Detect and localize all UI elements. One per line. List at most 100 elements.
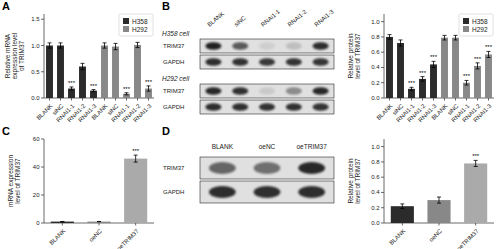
x-tick [400, 98, 401, 101]
bar [452, 38, 459, 98]
band [232, 42, 248, 50]
error-stem [60, 43, 61, 48]
legend-swatch [463, 26, 469, 32]
marks [386, 35, 492, 98]
error-cap [103, 48, 107, 49]
y-label-line: level of TRIM37 [354, 158, 361, 204]
lane-label: RNAi1-3 [313, 8, 335, 28]
y-label: Relative proteinlevel of TRIM37 [347, 33, 361, 79]
x-tick [93, 98, 94, 101]
marks [391, 160, 487, 223]
bar [441, 38, 448, 98]
error-cap [399, 39, 403, 40]
y-tick [381, 82, 384, 83]
error-cap [432, 61, 436, 62]
figure: A0.00.51.01.5Relative mRNAexpression lev… [0, 0, 500, 249]
error-cap [399, 46, 403, 47]
y-tick [381, 223, 384, 224]
y-tick-label: 0.6 [371, 174, 380, 180]
band [205, 103, 221, 111]
y-tick [41, 195, 44, 196]
legend-label: H292 [472, 26, 488, 33]
x-tick [115, 98, 116, 101]
significance-label: *** [123, 86, 131, 92]
legend-label: H292 [132, 26, 148, 33]
bar-panel: C0204060mRNA expressionlevel of TRIM37BL… [2, 125, 154, 249]
error-bar [103, 43, 107, 48]
blot-panel: BBLANKsiNCRNAi1-1RNAi1-2RNAi1-3H358 cell… [162, 0, 335, 114]
bar [474, 66, 481, 98]
error-stem [148, 86, 149, 91]
error-bar [60, 221, 64, 222]
error-cap [92, 91, 96, 92]
y-tick-label: 60 [33, 136, 40, 142]
significance-label: *** [132, 148, 140, 154]
bar [90, 91, 97, 98]
error-bar [432, 61, 436, 67]
y-axis-line [44, 139, 45, 223]
error-bar [437, 197, 441, 203]
panel-letter: B [162, 0, 170, 12]
y-tick [381, 67, 384, 68]
error-cap [437, 197, 441, 198]
legend-swatch [463, 18, 469, 24]
y-tick [381, 207, 384, 208]
error-cap [421, 76, 425, 77]
x-tick [71, 98, 72, 101]
significance-label: *** [430, 54, 438, 60]
row-label: GAPDH [163, 104, 184, 110]
error-cap [421, 81, 425, 82]
error-cap [410, 87, 414, 88]
y-tick [41, 71, 44, 72]
error-cap [465, 85, 469, 86]
bar [46, 46, 53, 99]
error-stem [488, 51, 489, 57]
error-stem [439, 197, 440, 203]
band [259, 58, 275, 66]
bar [408, 89, 415, 98]
error-cap [92, 89, 96, 90]
band [286, 87, 302, 95]
x-tick [439, 223, 440, 226]
significance-label: *** [419, 70, 427, 76]
significance-label: *** [90, 83, 98, 89]
error-stem [104, 43, 105, 48]
error-stem [82, 63, 83, 69]
error-bar [474, 160, 478, 166]
bar [79, 67, 86, 99]
x-tick [477, 98, 478, 101]
row-label: TRIM37 [163, 43, 185, 49]
error-bar [443, 35, 447, 40]
band [205, 87, 221, 95]
error-cap [60, 221, 64, 222]
x-tick-label: oeTRIM37 [456, 227, 481, 249]
lane-label: RNAi1-2 [287, 8, 309, 28]
y-tick-label: 0.4 [371, 189, 380, 195]
error-cap [465, 80, 469, 81]
error-cap [147, 91, 151, 92]
x-tick [422, 98, 423, 101]
y-tick [381, 52, 384, 53]
blot-panel: DBLANKoeNCoeTRIM37TRIM37GAPDH [162, 125, 334, 203]
error-stem [422, 77, 423, 82]
band [254, 162, 281, 174]
section-title: H292 cell [162, 75, 190, 82]
bar-panel: 0.00.20.40.60.81.0Relative proteinlevel … [347, 139, 494, 249]
band [232, 103, 248, 111]
error-cap [134, 155, 138, 156]
bar [464, 163, 487, 223]
legend-swatch [123, 26, 129, 32]
marks [46, 42, 152, 98]
y-tick-label: 0.0 [31, 95, 40, 101]
blot-strip [200, 55, 334, 69]
y-tick-label: 0.8 [371, 34, 380, 40]
x-tick [411, 98, 412, 101]
error-stem [477, 63, 478, 69]
x-tick-label: oeNC [88, 227, 104, 243]
error-cap [114, 43, 118, 44]
x-tick [60, 98, 61, 101]
error-cap [454, 39, 458, 40]
y-tick [41, 167, 44, 168]
y-label: Relative mRNAexpression levelof TRIM37 [4, 32, 25, 79]
y-label-group: Relative proteinlevel of TRIM37 [347, 158, 361, 204]
